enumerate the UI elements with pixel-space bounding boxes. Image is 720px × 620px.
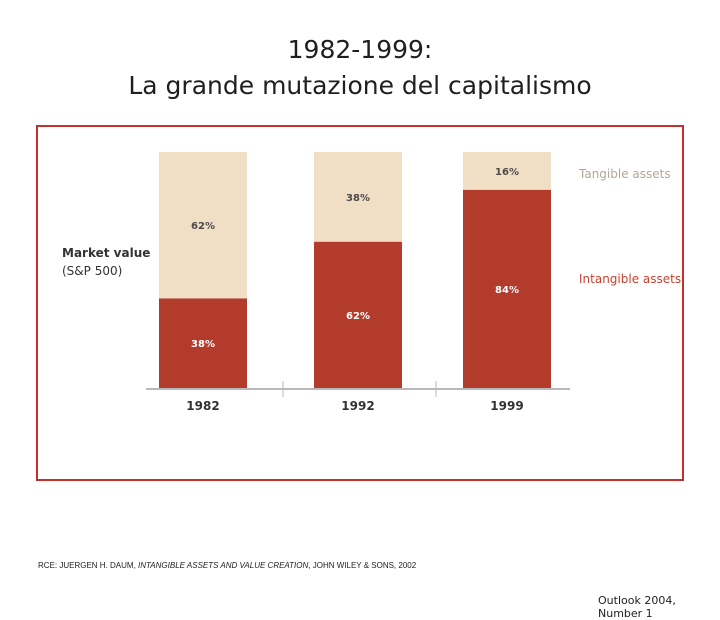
bar-tangible-assets-1982 <box>159 152 247 299</box>
stacked-bar-chart: 38% 62% 1982 62% 38% 1992 84% 16% 1999 <box>146 152 570 413</box>
y-axis-label-line-1: Market value <box>62 246 151 260</box>
legend-intangible-assets: Intangible assets <box>579 272 682 286</box>
bar-intangible-assets-1982 <box>159 298 247 388</box>
source-note: RCE: JUERGEN H. DAUM, INTANGIBLE ASSETS … <box>38 561 438 570</box>
data-label-tangible-assets-1992: 38% <box>346 193 370 204</box>
slide-title-line-1: 1982-1999: <box>287 35 433 64</box>
bar-intangible-assets-1999 <box>463 189 551 388</box>
bar-tangible-assets-1992 <box>314 152 402 242</box>
slide-title-line-2: La grande mutazione del capitalismo <box>128 71 592 100</box>
source-suffix: , JOHN WILEY & SONS, 2002 <box>308 561 417 570</box>
data-label-intangible-assets-1992: 62% <box>346 311 370 322</box>
chart-frame: 38% 62% 1982 62% 38% 1992 84% 16% 1999 Market va… <box>36 125 684 620</box>
source-prefix: RCE: JUERGEN H. DAUM, <box>38 561 139 570</box>
source-book-title: INTANGIBLE ASSETS AND VALUE CREATION <box>138 561 309 570</box>
slide-title: 1982-1999: La grande mutazione del capit… <box>0 32 720 104</box>
x-tick-label-1999: 1999 <box>490 399 523 413</box>
legend-tangible-assets: Tangible assets <box>579 167 671 181</box>
bar-tangible-assets-1999 <box>463 152 551 190</box>
bar-intangible-assets-1992 <box>314 241 402 388</box>
data-label-tangible-assets-1982: 62% <box>191 221 215 232</box>
data-label-intangible-assets-1982: 38% <box>191 339 215 350</box>
publication-footer: Outlook 2004, Number 1 <box>598 594 676 620</box>
x-tick-label-1982: 1982 <box>186 399 219 413</box>
data-label-tangible-assets-1999: 16% <box>495 167 519 178</box>
y-axis-label-line-2: (S&P 500) <box>62 264 123 278</box>
x-tick-label-1992: 1992 <box>341 399 374 413</box>
y-axis-label: Market value (S&P 500) <box>62 244 150 280</box>
data-label-intangible-assets-1999: 84% <box>495 285 519 296</box>
